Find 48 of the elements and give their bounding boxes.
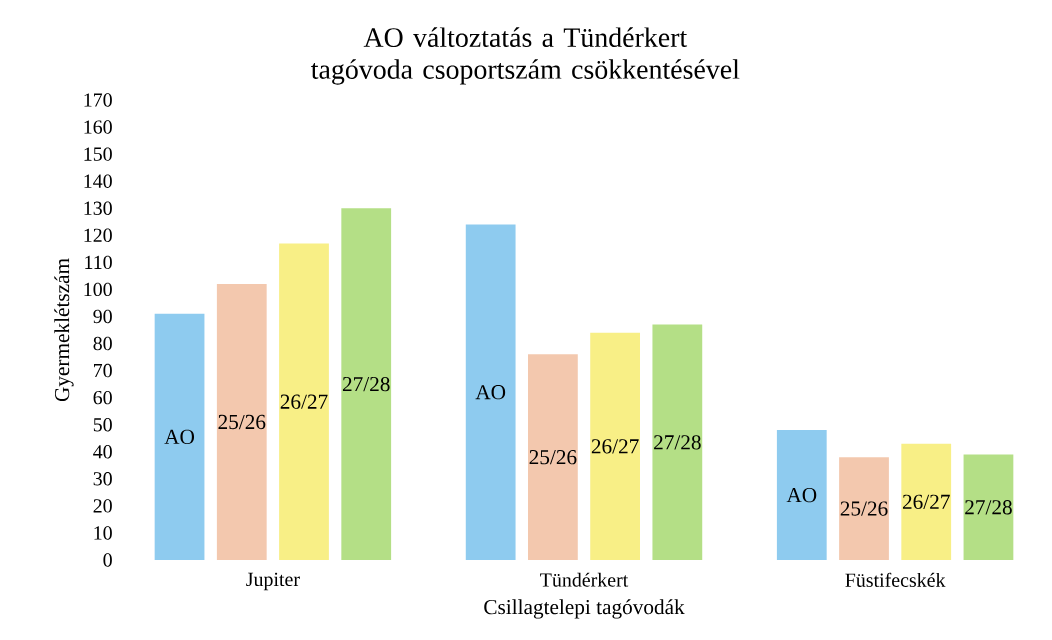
bar (465, 224, 516, 560)
bar (652, 324, 703, 560)
bar (279, 243, 329, 560)
series-label: 26/27 (280, 394, 328, 409)
series-label: 27/28 (342, 376, 390, 392)
y-tick-label: 60 (93, 390, 112, 405)
y-axis-title: Gyermeklétszám (54, 258, 74, 402)
x-axis-title: Csillagtelepi tagóvodák (484, 599, 685, 619)
text: AO (786, 487, 817, 503)
x-tick-label: Jupiter (246, 572, 300, 591)
bar (901, 443, 952, 560)
bar (528, 354, 578, 560)
y-tick-label: 100 (84, 282, 112, 297)
bar (341, 208, 392, 560)
y-tick-label: 130 (84, 201, 112, 215)
text: 26/27 (902, 494, 950, 509)
y-tick-label: 10 (94, 526, 112, 540)
series-label: AO (164, 429, 195, 445)
x-tick-label: Füstifecskék (845, 572, 946, 587)
y-tick-label: 160 (84, 120, 112, 134)
y-tick-label: 90 (93, 309, 112, 324)
bar (963, 454, 1014, 560)
y-tick-label: 0 (103, 553, 112, 567)
text: 25/26 (840, 501, 888, 516)
text: AO (475, 385, 506, 400)
y-tick-label: 30 (93, 472, 112, 486)
text: 27/28 (965, 500, 1012, 515)
series-label: 25/26 (529, 450, 577, 465)
y-tick-label: 80 (93, 336, 112, 351)
y-tick-label: 70 (94, 363, 112, 378)
y-tick-label: 110 (85, 255, 112, 270)
bar (590, 332, 641, 560)
text: 26/27 (591, 439, 639, 454)
text: 27/28 (654, 435, 701, 450)
y-tick-label: 50 (93, 417, 112, 432)
bar (216, 283, 267, 560)
y-tick-label: 40 (93, 445, 112, 459)
chart-title: AO változtatás a Tündérkert tagóvoda csoportszám csökkentésével (311, 27, 740, 85)
x-tick-label: Tündérkert (540, 572, 629, 587)
text: 25/26 (218, 414, 266, 430)
y-tick-label: 150 (84, 147, 112, 161)
y-tick-label: 140 (84, 174, 112, 188)
bar (154, 313, 205, 560)
y-tick-label: 20 (93, 499, 112, 513)
y-tick-label: 120 (84, 228, 112, 243)
bar (776, 430, 827, 560)
y-tick-label: 170 (84, 93, 112, 107)
bar (839, 457, 889, 560)
